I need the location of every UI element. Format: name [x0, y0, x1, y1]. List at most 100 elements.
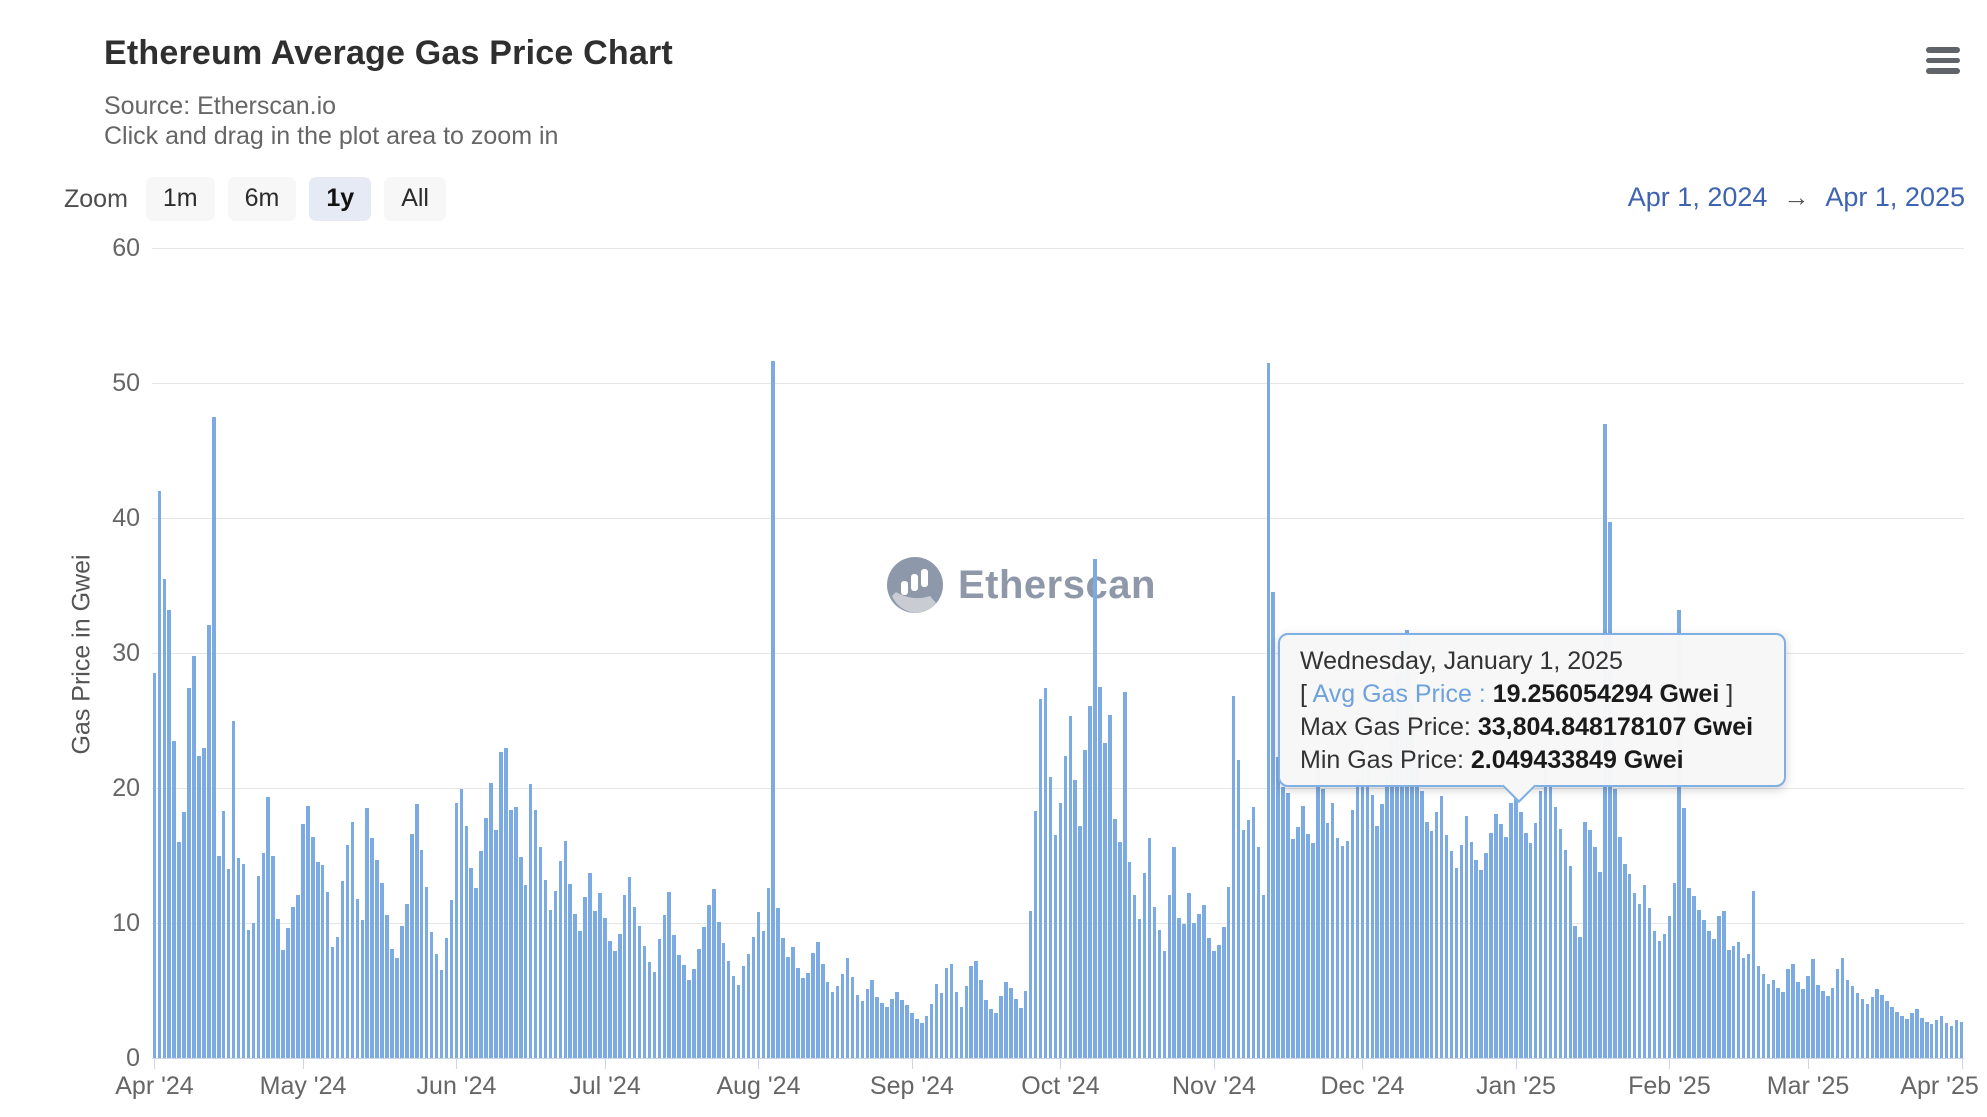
chart-bar[interactable] [1058, 802, 1063, 1058]
chart-bar[interactable] [197, 755, 201, 1058]
chart-bar[interactable] [1702, 920, 1706, 1058]
chart-bar[interactable] [1177, 917, 1181, 1058]
chart-bar[interactable] [1895, 1012, 1899, 1058]
chart-bar[interactable] [296, 894, 300, 1058]
chart-bar[interactable] [1860, 998, 1865, 1058]
chart-bar[interactable] [494, 829, 498, 1058]
chart-bar[interactable] [1840, 958, 1845, 1058]
chart-bar[interactable] [816, 941, 820, 1058]
chart-bar[interactable] [479, 851, 483, 1058]
chart-bar[interactable] [454, 802, 459, 1058]
chart-bar[interactable] [1796, 982, 1800, 1058]
chart-bar[interactable] [1514, 798, 1518, 1058]
chart-bar[interactable] [1479, 870, 1483, 1058]
chart-bar[interactable] [1162, 951, 1167, 1058]
chart-bar[interactable] [216, 855, 221, 1058]
chart-bar[interactable] [1929, 1024, 1934, 1058]
chart-bar[interactable] [855, 994, 860, 1058]
chart-bar[interactable] [1944, 1022, 1949, 1058]
chart-bar[interactable] [771, 361, 775, 1058]
chart-bar[interactable] [375, 859, 379, 1058]
chart-bar[interactable] [1014, 998, 1018, 1058]
chart-bar[interactable] [721, 943, 726, 1058]
chart-bar[interactable] [1420, 790, 1424, 1058]
chart-bar[interactable] [568, 883, 573, 1058]
chart-bar[interactable] [360, 920, 365, 1058]
chart-bar[interactable] [1459, 844, 1464, 1058]
chart-bar[interactable] [1786, 968, 1790, 1058]
chart-bar[interactable] [1276, 756, 1280, 1058]
chart-bar[interactable] [746, 954, 751, 1058]
chart-bar[interactable] [702, 927, 706, 1058]
chart-bar[interactable] [1147, 837, 1152, 1058]
chart-bar[interactable] [1400, 632, 1404, 1058]
chart-bar[interactable] [1375, 825, 1379, 1058]
chart-bar[interactable] [1717, 916, 1721, 1058]
chart-bar[interactable] [434, 954, 439, 1058]
chart-bar[interactable] [1949, 1025, 1954, 1058]
chart-bar[interactable] [509, 809, 513, 1058]
chart-bar[interactable] [1197, 913, 1201, 1058]
chart-bar[interactable] [994, 1013, 998, 1058]
chart-bar[interactable] [1093, 558, 1097, 1058]
chart-bar[interactable] [801, 978, 805, 1058]
chart-bar[interactable] [1835, 968, 1840, 1058]
chart-bar[interactable] [1816, 985, 1820, 1058]
chart-bar[interactable] [1152, 906, 1157, 1058]
chart-bar[interactable] [1578, 936, 1582, 1058]
chart-bar[interactable] [182, 812, 186, 1058]
chart-bar[interactable] [202, 747, 206, 1058]
chart-bar[interactable] [1316, 766, 1320, 1058]
chart-bar[interactable] [1583, 821, 1587, 1058]
chart-bar[interactable] [1687, 887, 1691, 1058]
chart-bar[interactable] [1499, 824, 1503, 1058]
chart-bar[interactable] [1241, 829, 1246, 1058]
chart-bar[interactable] [1118, 842, 1122, 1058]
chart-bar[interactable] [429, 932, 434, 1058]
chart-bar[interactable] [1647, 908, 1652, 1058]
chart-bar[interactable] [548, 909, 553, 1058]
chart-bar[interactable] [939, 993, 944, 1058]
chart-bar[interactable] [1033, 810, 1038, 1058]
chart-bar[interactable] [281, 950, 285, 1058]
chart-bar[interactable] [919, 1022, 924, 1058]
chart-bar[interactable] [1018, 1008, 1023, 1058]
chart-bar[interactable] [1360, 746, 1365, 1058]
chart-bar[interactable] [543, 879, 548, 1058]
chart-bar[interactable] [677, 955, 681, 1058]
chart-bar[interactable] [1934, 1020, 1939, 1058]
chart-bar[interactable] [1746, 954, 1751, 1058]
chart-bar[interactable] [885, 1006, 889, 1058]
chart-bar[interactable] [687, 979, 691, 1058]
chart-bar[interactable] [504, 747, 508, 1058]
chart-bar[interactable] [1954, 1020, 1959, 1058]
chart-bar[interactable] [608, 940, 612, 1058]
chart-bar[interactable] [622, 894, 627, 1058]
chart-bar[interactable] [271, 855, 275, 1058]
chart-bar[interactable] [1697, 909, 1701, 1058]
chart-bar[interactable] [355, 898, 360, 1058]
chart-bar[interactable] [1731, 945, 1736, 1058]
chart-bar[interactable] [172, 740, 176, 1058]
chart-bar[interactable] [682, 964, 686, 1058]
chart-bar[interactable] [1251, 806, 1256, 1058]
chart-bar[interactable] [1286, 793, 1290, 1058]
chart-bar[interactable] [1771, 979, 1776, 1058]
chart-bar[interactable] [850, 977, 855, 1058]
chart-bar[interactable] [256, 875, 261, 1058]
chart-bar[interactable] [1811, 959, 1815, 1058]
chart-bar[interactable] [1519, 812, 1523, 1058]
chart-bar[interactable] [865, 989, 870, 1058]
chart-bar[interactable] [1905, 1018, 1909, 1058]
chart-bar[interactable] [1103, 743, 1107, 1058]
chart-bar[interactable] [266, 797, 271, 1058]
chart-bar[interactable] [1157, 929, 1162, 1058]
chart-bar[interactable] [1766, 983, 1771, 1058]
chart-bar[interactable] [1573, 925, 1578, 1058]
chart-bar[interactable] [484, 817, 488, 1058]
chart-bar[interactable] [840, 974, 845, 1058]
chart-bar[interactable] [1489, 832, 1493, 1058]
chart-bar[interactable] [157, 491, 162, 1058]
chart-bar[interactable] [1825, 995, 1830, 1058]
chart-bar[interactable] [1281, 786, 1285, 1058]
